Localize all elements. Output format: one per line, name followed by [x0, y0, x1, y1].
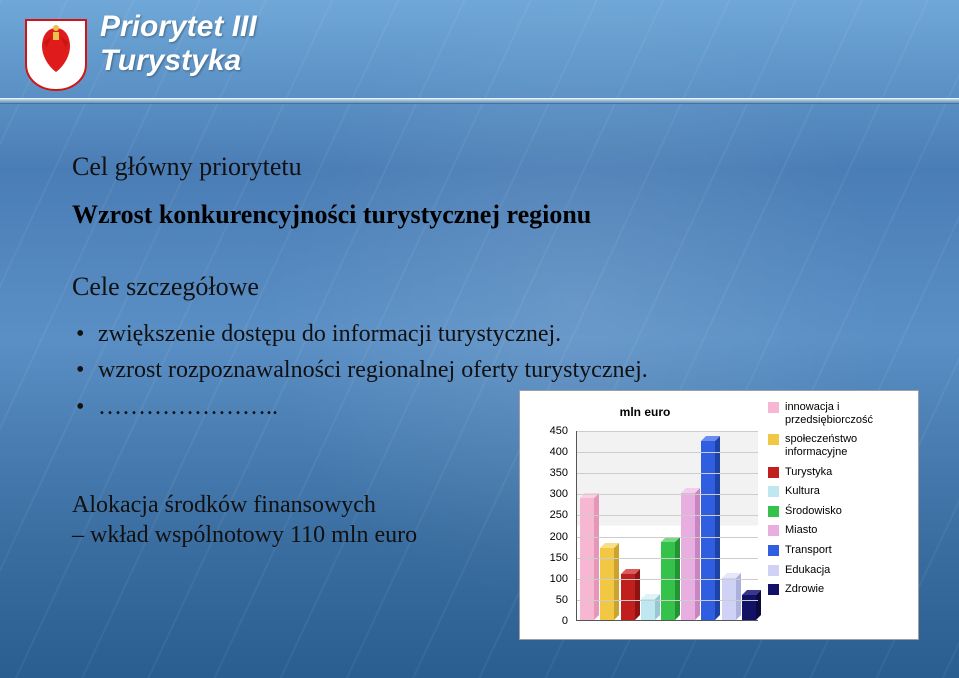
legend-swatch: [768, 486, 779, 497]
legend-item: Transport: [768, 544, 908, 557]
slide: Priorytet III Turystyka Cel główny prior…: [0, 0, 959, 678]
chart-legend: innowacja i przedsiębiorczość społeczeńst…: [768, 401, 908, 603]
chart-title: mln euro: [520, 405, 770, 419]
bullet-item: wzrost rozpoznawalności regionalnej ofer…: [72, 354, 899, 386]
legend-label: Edukacja: [785, 564, 830, 577]
legend-swatch: [768, 467, 779, 478]
legend-swatch: [768, 434, 779, 445]
legend-label: innowacja i przedsiębiorczość: [785, 401, 908, 426]
y-tick-label: 100: [550, 573, 568, 585]
crest-icon: [24, 18, 88, 92]
legend-swatch: [768, 525, 779, 536]
y-axis-labels: 050100150200250300350400450: [536, 431, 572, 621]
legend-label: Turystyka: [785, 466, 832, 479]
legend-swatch: [768, 545, 779, 556]
legend-label: Zdrowie: [785, 583, 824, 596]
legend-swatch: [768, 565, 779, 576]
legend-swatch: [768, 402, 779, 413]
legend-item: Kultura: [768, 485, 908, 498]
chart: mln euro 0 50 100 150 200 250 300 350 400 450 inn…: [519, 390, 919, 640]
chart-plot: [576, 431, 758, 621]
y-tick-label: 0: [562, 615, 568, 627]
bold-line: Wzrost konkurencyjności turystycznej reg…: [72, 200, 899, 230]
bullet-item: zwiększenie dostępu do informacji turyst…: [72, 318, 899, 350]
bar: [742, 595, 756, 620]
legend-label: Transport: [785, 544, 832, 557]
bar: [641, 599, 655, 620]
content: Cel główny priorytetu Wzrost konkurencyj…: [0, 120, 959, 423]
legend-item: Zdrowie: [768, 583, 908, 596]
y-tick-label: 200: [550, 531, 568, 543]
chart-bars: [577, 431, 758, 620]
legend-item: Edukacja: [768, 564, 908, 577]
alloc-line-2: – wkład wspólnotowy 110 mln euro: [72, 520, 417, 550]
legend-item: Turystyka: [768, 466, 908, 479]
y-tick-label: 450: [550, 425, 568, 437]
y-tick-label: 250: [550, 509, 568, 521]
bar: [621, 574, 635, 620]
legend-item: społeczeństwo informacyjne: [768, 433, 908, 458]
legend-label: Kultura: [785, 485, 820, 498]
y-tick-label: 150: [550, 552, 568, 564]
y-tick-label: 400: [550, 446, 568, 458]
y-tick-label: 50: [556, 594, 568, 606]
bar: [701, 441, 715, 620]
title-line-2: Turystyka: [100, 44, 257, 78]
legend-item: Środowisko: [768, 505, 908, 518]
heading-main: Cel główny priorytetu: [72, 152, 899, 182]
y-tick-label: 350: [550, 467, 568, 479]
y-tick-label: 300: [550, 488, 568, 500]
legend-label: Środowisko: [785, 505, 842, 518]
header-divider: [0, 98, 959, 104]
alloc-line-1: Alokacja środków finansowych: [72, 490, 417, 520]
title-line-1: Priorytet III: [100, 10, 257, 44]
legend-label: społeczeństwo informacyjne: [785, 433, 908, 458]
header: Priorytet III Turystyka: [0, 0, 959, 120]
bar: [600, 548, 614, 620]
allocation-text: Alokacja środków finansowych – wkład wsp…: [72, 490, 417, 550]
legend-label: Miasto: [785, 524, 817, 537]
legend-swatch: [768, 584, 779, 595]
sub-heading: Cele szczegółowe: [72, 272, 899, 302]
bar: [661, 542, 675, 620]
legend-swatch: [768, 506, 779, 517]
legend-item: Miasto: [768, 524, 908, 537]
legend-item: innowacja i przedsiębiorczość: [768, 401, 908, 426]
title-block: Priorytet III Turystyka: [100, 10, 257, 78]
